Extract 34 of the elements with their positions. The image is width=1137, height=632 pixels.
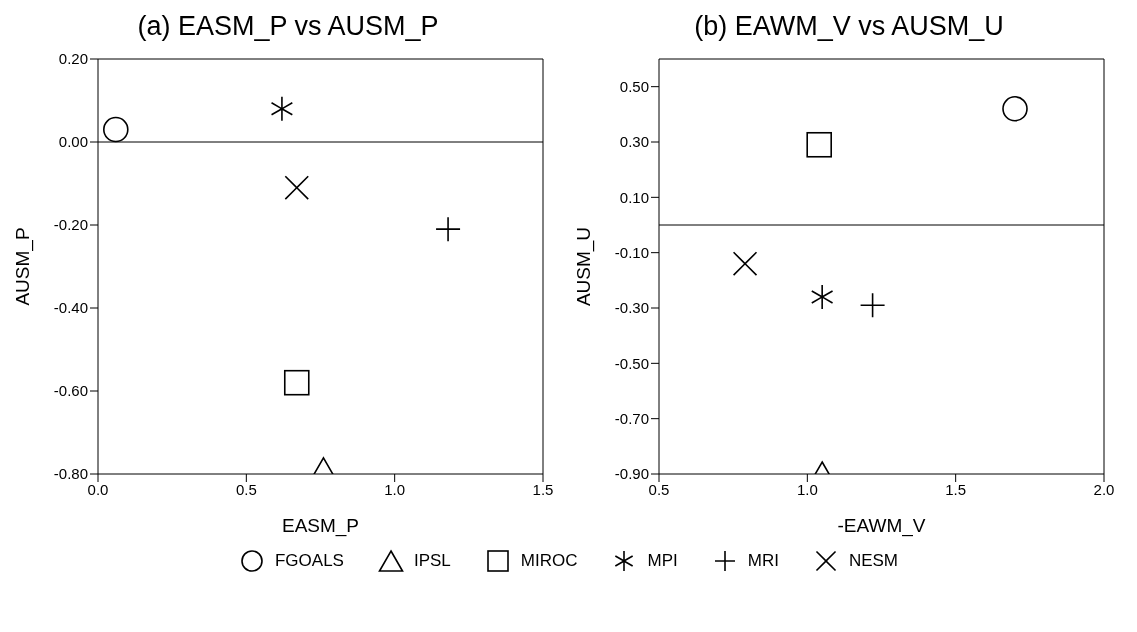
x-tick-label: 1.0 bbox=[796, 480, 818, 498]
y-tick-label: -0.80 bbox=[53, 465, 88, 483]
y-tick-label: 0.30 bbox=[619, 133, 649, 151]
x-tick-label: 1.0 bbox=[384, 480, 406, 498]
x-tick-label: 1.5 bbox=[945, 480, 967, 498]
legend-label: FGOALS bbox=[274, 551, 344, 571]
y-tick-label: -0.40 bbox=[53, 299, 88, 317]
y-tick-label: -0.50 bbox=[614, 354, 649, 372]
x-tick-label: 0.5 bbox=[235, 480, 257, 498]
y-tick-label: 0.50 bbox=[619, 77, 649, 95]
y-tick-label: -0.10 bbox=[614, 243, 649, 261]
legend-label: NESM bbox=[848, 551, 899, 571]
y-tick-label: 0.10 bbox=[619, 188, 649, 206]
x-axis-title: -EAWM_V bbox=[837, 515, 926, 537]
y-tick-label: -0.60 bbox=[53, 382, 88, 400]
x-tick-label: 1.5 bbox=[532, 480, 554, 498]
legend-label: MIROC bbox=[520, 551, 578, 571]
y-tick-label: 0.00 bbox=[58, 133, 88, 151]
legend-label: MPI bbox=[647, 551, 678, 571]
chart-title: (a) EASM_P vs AUSM_P bbox=[136, 10, 440, 43]
y-axis-title: AUSM_P bbox=[11, 227, 34, 306]
legend-label: MRI bbox=[747, 551, 779, 571]
x-axis-title: EASM_P bbox=[281, 515, 360, 537]
x-tick-label: 0.5 bbox=[648, 480, 670, 498]
legend-label: IPSL bbox=[413, 551, 451, 571]
y-axis-title: AUSM_U bbox=[572, 226, 595, 307]
chart-title: (b) EAWM_V vs AUSM_U bbox=[693, 10, 1005, 43]
y-tick-label: -0.20 bbox=[53, 216, 88, 234]
x-tick-label: 0.0 bbox=[87, 480, 109, 498]
y-tick-label: 0.20 bbox=[58, 50, 88, 68]
y-tick-label: -0.30 bbox=[614, 299, 649, 317]
x-tick-label: 2.0 bbox=[1093, 480, 1115, 498]
y-tick-label: -0.90 bbox=[614, 465, 649, 483]
y-tick-label: -0.70 bbox=[614, 409, 649, 427]
